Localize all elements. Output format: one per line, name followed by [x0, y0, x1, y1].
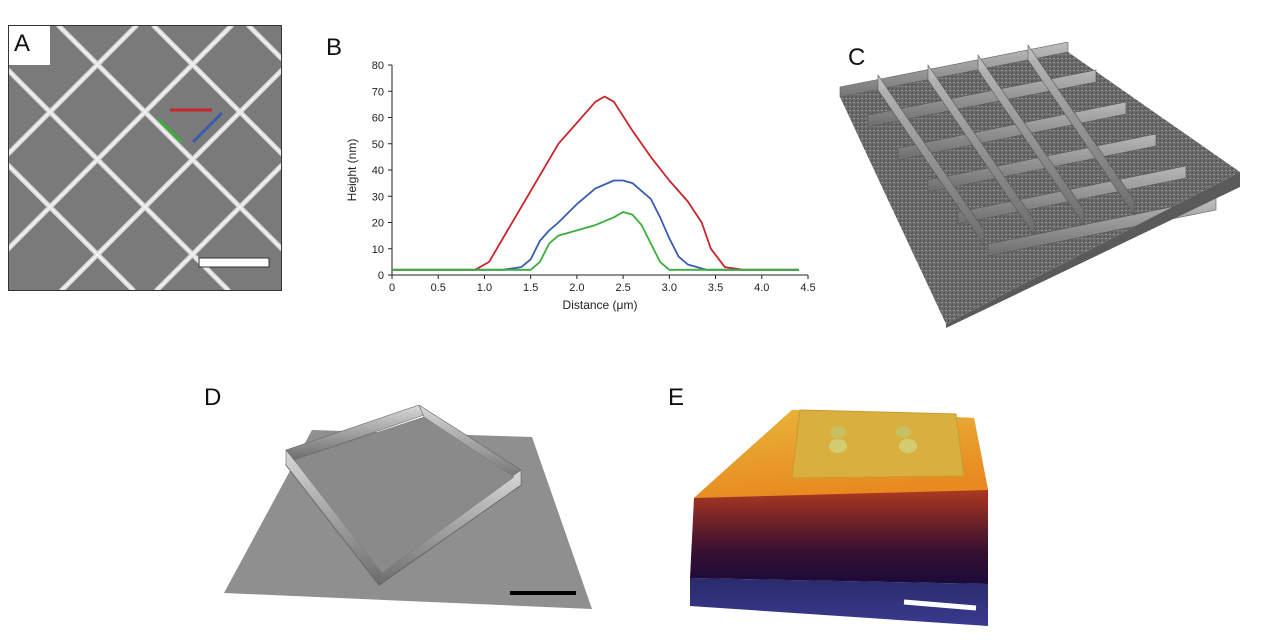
profile-line-blue — [191, 111, 224, 144]
substrate-surface — [840, 52, 1240, 324]
y-tick-label: 0 — [378, 270, 384, 282]
series-line-2 — [392, 211, 799, 271]
y-tick-label: 20 — [372, 218, 384, 230]
panel-label-d: D — [204, 384, 222, 411]
panel-e-3d-color-render — [690, 409, 988, 626]
y-tick-label: 30 — [372, 191, 384, 203]
y-tick-label: 10 — [372, 244, 384, 256]
series-line-0 — [392, 95, 799, 271]
profile-line-green — [156, 117, 184, 144]
x-axis-label: Distance (μm) — [563, 298, 638, 312]
panel-b-height-profile-chart: 0 0.5 1.0 1.5 2.0 2.5 3.0 3.5 4.0 4.5 0 10 20 30 40 50 6… — [345, 60, 816, 312]
scale-bar — [198, 257, 270, 268]
scale-bar — [903, 599, 977, 611]
panel-a-afm-image — [8, 25, 282, 291]
y-tick-label: 70 — [372, 86, 384, 98]
y-axis-label: Height (nm) — [345, 139, 359, 202]
x-tick-label: 0 — [389, 282, 395, 294]
y-tick-label: 50 — [372, 139, 384, 151]
y-tick-label: 40 — [372, 165, 384, 177]
panel-d-3d-square-render — [224, 405, 592, 609]
x-tick-label: 1.5 — [523, 282, 538, 294]
panel-label-a: A — [14, 30, 31, 57]
y-tick-label: 60 — [372, 113, 384, 125]
x-tick-label: 3.5 — [708, 282, 723, 294]
x-tick-label: 0.5 — [431, 282, 446, 294]
panel-label-e: E — [668, 384, 685, 411]
afm-background — [8, 25, 282, 291]
panel-c-3d-grid-render — [839, 42, 1240, 328]
x-tick-label: 4.0 — [754, 282, 769, 294]
x-tick-label: 1.0 — [477, 282, 492, 294]
y-tick-label: 80 — [372, 60, 384, 72]
label-mask — [8, 25, 50, 65]
x-tick-label: 2.5 — [615, 282, 630, 294]
x-tick-label: 3.0 — [662, 282, 677, 294]
panel-label-c: C — [848, 44, 866, 71]
x-tick-label: 2.0 — [569, 282, 584, 294]
x-tick-label: 4.5 — [800, 282, 815, 294]
panel-label-b: B — [326, 34, 343, 61]
